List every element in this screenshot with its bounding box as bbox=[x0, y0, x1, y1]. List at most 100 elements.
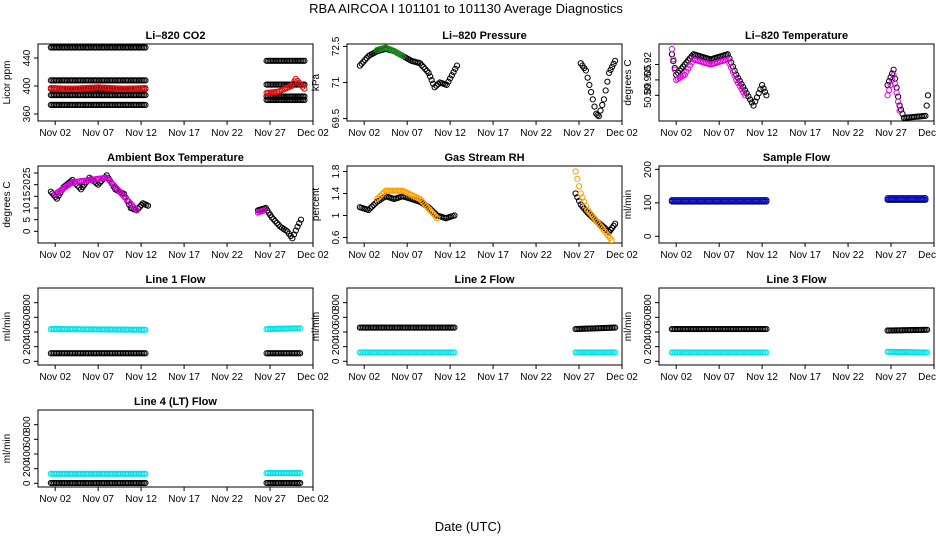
data-point bbox=[668, 46, 675, 53]
data-point bbox=[119, 191, 126, 198]
series-pressure-trace bbox=[373, 44, 406, 60]
plot-frame bbox=[658, 165, 935, 244]
data-point bbox=[117, 189, 124, 197]
data-point bbox=[885, 78, 893, 85]
plot-frame bbox=[37, 287, 314, 366]
data-point bbox=[260, 207, 268, 214]
x-tick-label: Nov 27 bbox=[254, 372, 286, 383]
data-point bbox=[748, 99, 755, 106]
x-tick-label: Nov 27 bbox=[254, 494, 286, 505]
data-point bbox=[924, 326, 931, 333]
x-tick-label: Nov 17 bbox=[789, 250, 821, 261]
data-point bbox=[892, 80, 899, 87]
data-point bbox=[761, 88, 769, 96]
panel-title: Li–820 Temperature bbox=[745, 30, 848, 42]
data-point bbox=[132, 205, 139, 212]
data-point bbox=[358, 60, 365, 67]
data-point bbox=[612, 220, 619, 227]
data-point bbox=[681, 71, 688, 78]
y-tick-label: 600 bbox=[22, 431, 33, 448]
y-tick-label: 100 bbox=[643, 194, 654, 211]
data-point bbox=[109, 181, 117, 188]
data-point bbox=[668, 51, 675, 58]
x-tick-label: Nov 07 bbox=[391, 128, 423, 139]
x-tick-label: Nov 07 bbox=[703, 372, 735, 383]
y-tick-label: 69.5 bbox=[331, 108, 342, 128]
x-tick-label: Nov 27 bbox=[563, 250, 595, 261]
data-point bbox=[686, 62, 694, 69]
data-point bbox=[428, 76, 435, 84]
data-point bbox=[301, 57, 308, 64]
data-point bbox=[434, 215, 441, 222]
x-tick-label: Nov 12 bbox=[125, 128, 157, 139]
x-tick-label: Nov 12 bbox=[434, 372, 466, 383]
data-point bbox=[599, 101, 606, 109]
x-tick-label: Nov 22 bbox=[211, 128, 243, 139]
data-point bbox=[670, 56, 677, 63]
series-level-3 bbox=[47, 92, 308, 100]
data-point bbox=[683, 68, 690, 75]
x-tick-label: Nov 12 bbox=[746, 128, 778, 139]
panel-title: Gas Stream RH bbox=[444, 152, 524, 164]
y-tick-label: 400 bbox=[331, 323, 342, 340]
data-point bbox=[297, 216, 305, 223]
data-point bbox=[142, 350, 149, 357]
x-tick-label: Nov 12 bbox=[125, 250, 157, 261]
data-point bbox=[746, 96, 754, 103]
x-tick-label: Nov 02 bbox=[348, 128, 380, 139]
data-point bbox=[685, 65, 692, 72]
x-tick-label: Dec 02 bbox=[297, 250, 329, 261]
data-point bbox=[297, 325, 304, 332]
series-flow bbox=[668, 325, 931, 334]
data-point bbox=[922, 112, 929, 119]
y-axis-label: ml/min bbox=[311, 312, 322, 341]
x-tick-label: Nov 17 bbox=[477, 372, 509, 383]
data-point bbox=[424, 204, 431, 211]
x-tick-label: Nov 27 bbox=[875, 128, 907, 139]
data-point bbox=[106, 177, 113, 185]
x-tick-label: Nov 02 bbox=[39, 250, 71, 261]
x-tick-label: Nov 17 bbox=[168, 250, 200, 261]
y-tick-label: 0 bbox=[22, 358, 33, 364]
data-point bbox=[589, 96, 596, 103]
panel-title: Line 4 (LT) Flow bbox=[134, 396, 217, 408]
plot-frame bbox=[37, 409, 314, 488]
data-point bbox=[763, 92, 770, 99]
y-axis-label: ml/min bbox=[2, 434, 13, 463]
data-point bbox=[609, 63, 616, 70]
x-tick-label: Nov 17 bbox=[168, 494, 200, 505]
series-cal bbox=[356, 349, 619, 356]
data-point bbox=[142, 479, 149, 487]
y-tick-label: 50.92 bbox=[643, 52, 654, 77]
x-tick-label: Nov 22 bbox=[520, 128, 552, 139]
data-point bbox=[125, 198, 132, 205]
data-point bbox=[745, 93, 752, 100]
data-point bbox=[133, 207, 140, 214]
data-point bbox=[736, 82, 743, 90]
data-point bbox=[450, 68, 457, 76]
y-tick-label: 800 bbox=[22, 294, 33, 311]
x-tick-label: Dec 02 bbox=[918, 372, 936, 383]
y-tick-label: 25 bbox=[22, 167, 33, 179]
data-point bbox=[367, 205, 374, 212]
data-point bbox=[738, 86, 745, 93]
y-axis-label: percent bbox=[311, 188, 322, 222]
data-point bbox=[301, 93, 308, 100]
data-point bbox=[294, 77, 301, 85]
data-point bbox=[52, 193, 59, 201]
x-tick-label: Dec 02 bbox=[606, 128, 638, 139]
y-tick-label: 1.8 bbox=[331, 164, 342, 178]
x-tick-label: Nov 02 bbox=[39, 128, 71, 139]
data-point bbox=[301, 96, 308, 104]
y-tick-label: 800 bbox=[22, 416, 33, 433]
data-point bbox=[294, 223, 301, 230]
y-tick-label: 400 bbox=[22, 323, 33, 340]
data-point bbox=[426, 206, 433, 213]
x-tick-label: Nov 17 bbox=[168, 372, 200, 383]
data-point bbox=[418, 197, 425, 204]
x-tick-label: Nov 27 bbox=[254, 128, 286, 139]
data-point bbox=[427, 208, 435, 215]
data-point bbox=[105, 176, 112, 183]
